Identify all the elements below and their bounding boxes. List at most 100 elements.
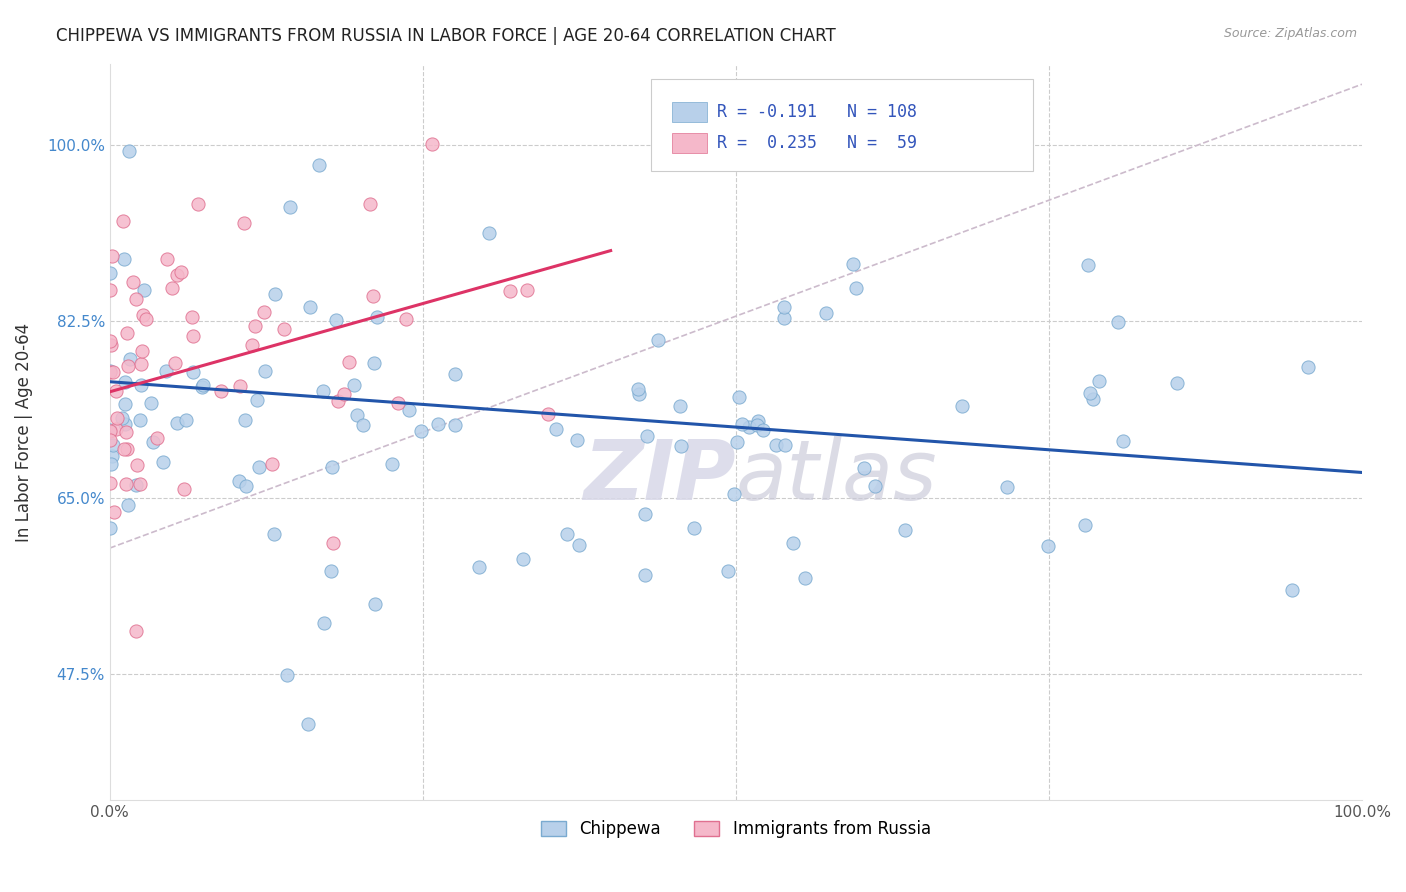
Point (671, 439, 693, 453)
Point (499, 284, 522, 298)
Point (181, 328, 204, 343)
Point (568, 538, 591, 552)
Point (395, 312, 418, 326)
Point (98, 423, 121, 437)
Legend: Chippewa, Immigrants from Russia: Chippewa, Immigrants from Russia (534, 814, 938, 845)
Point (101, 249, 124, 263)
Text: CHIPPEWA VS IMMIGRANTS FROM RUSSIA IN LABOR FORCE | AGE 20-64 CORRELATION CHART: CHIPPEWA VS IMMIGRANTS FROM RUSSIA IN LA… (56, 27, 837, 45)
Point (398, 402, 420, 417)
Point (298, 300, 321, 314)
Point (235, 479, 257, 493)
Point (98, 334, 121, 349)
Point (314, 615, 336, 630)
Point (337, 354, 360, 368)
Point (747, 414, 769, 428)
Point (100, 450, 122, 464)
Point (842, 257, 865, 271)
Point (112, 442, 135, 457)
Point (950, 400, 973, 414)
Text: R =  0.235   N =  59: R = 0.235 N = 59 (717, 134, 917, 152)
Point (1036, 539, 1059, 553)
Point (361, 288, 384, 302)
Point (228, 474, 250, 488)
Point (135, 311, 157, 326)
Point (98, 433, 121, 447)
Point (628, 387, 651, 401)
Point (637, 429, 659, 443)
Point (723, 487, 745, 501)
Point (146, 431, 169, 445)
Point (544, 422, 567, 436)
Point (132, 283, 155, 297)
Point (112, 214, 135, 228)
Point (565, 434, 588, 448)
Point (160, 281, 183, 295)
FancyBboxPatch shape (672, 102, 707, 122)
Point (894, 523, 917, 537)
Point (118, 144, 141, 158)
Point (312, 384, 335, 399)
Point (101, 438, 124, 452)
Point (555, 527, 578, 541)
Text: R = -0.191   N = 108: R = -0.191 N = 108 (717, 103, 917, 121)
Point (381, 457, 404, 471)
Point (346, 408, 368, 422)
Point (111, 410, 134, 425)
Point (209, 384, 232, 399)
Point (1296, 359, 1319, 374)
Point (155, 364, 177, 378)
Point (1107, 316, 1129, 330)
Point (444, 368, 467, 382)
Point (100, 338, 122, 352)
Point (352, 418, 374, 433)
Point (537, 408, 560, 422)
Point (782, 536, 804, 550)
Text: ZIP: ZIP (583, 436, 735, 516)
Point (105, 411, 128, 425)
Point (263, 527, 285, 541)
Point (100, 458, 122, 472)
Point (775, 437, 797, 451)
Point (121, 275, 143, 289)
Point (852, 460, 875, 475)
Text: atlas: atlas (735, 436, 938, 516)
Point (166, 268, 188, 282)
Point (863, 478, 886, 492)
Point (229, 378, 252, 392)
Point (233, 413, 256, 427)
Point (114, 376, 136, 390)
Point (627, 382, 650, 396)
Point (180, 310, 202, 325)
Point (115, 442, 138, 457)
Point (101, 365, 124, 379)
Point (117, 359, 139, 374)
Text: Source: ZipAtlas.com: Source: ZipAtlas.com (1223, 27, 1357, 40)
Point (129, 357, 152, 371)
Y-axis label: In Labor Force | Age 20-64: In Labor Force | Age 20-64 (15, 323, 32, 541)
Point (117, 498, 139, 512)
Point (152, 455, 174, 469)
Point (163, 356, 186, 370)
Point (366, 310, 388, 324)
Point (342, 378, 364, 392)
Point (263, 287, 285, 301)
Point (333, 387, 356, 401)
Point (124, 292, 146, 306)
Point (634, 568, 657, 582)
Point (322, 536, 344, 550)
Point (297, 716, 319, 731)
Point (634, 507, 657, 521)
Point (793, 571, 815, 585)
Point (1166, 376, 1188, 391)
Point (995, 480, 1018, 494)
Point (253, 305, 276, 319)
Point (321, 564, 343, 578)
Point (668, 400, 690, 414)
Point (683, 520, 706, 534)
Point (98, 476, 121, 491)
Point (98, 521, 121, 535)
Point (243, 318, 266, 333)
FancyBboxPatch shape (672, 133, 707, 153)
Point (516, 283, 538, 297)
Point (129, 377, 152, 392)
